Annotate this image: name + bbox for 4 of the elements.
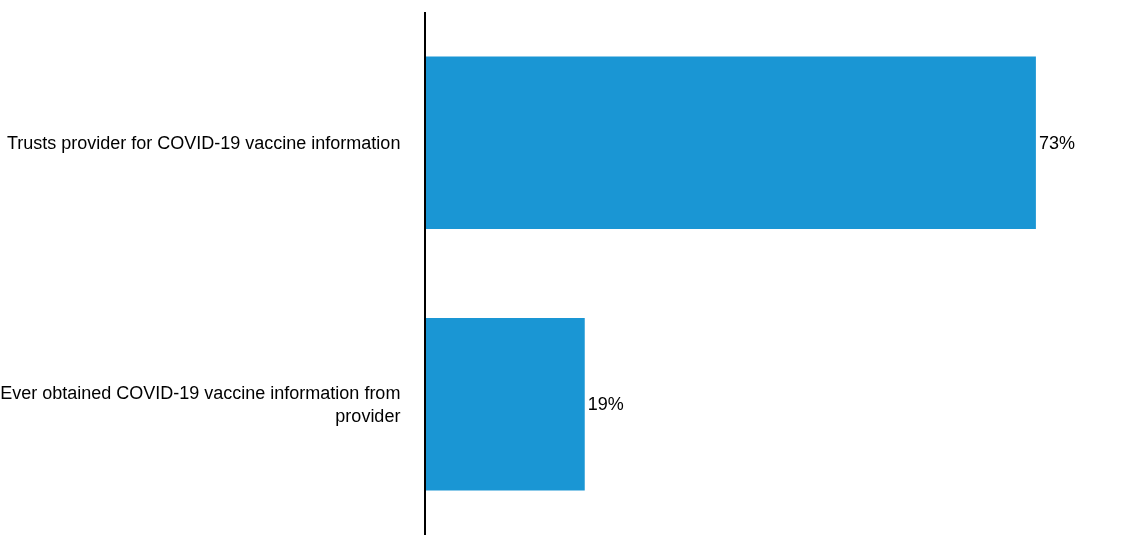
data-label: 19% — [587, 394, 624, 415]
y-tick-label: Ever obtained COVID-19 vaccine information from provider — [0, 382, 401, 427]
y-tick-label: Trusts provider for COVID-19 vaccine information — [6, 133, 401, 154]
data-label: 73% — [1038, 132, 1075, 153]
